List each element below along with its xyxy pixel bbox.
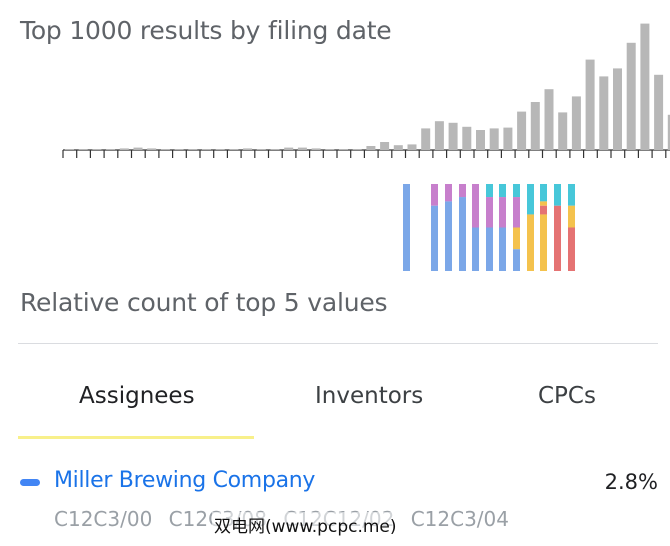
filing-chart-title: Top 1000 results by filing date <box>20 16 392 45</box>
histogram-bar[interactable] <box>476 130 485 150</box>
histogram-bar[interactable] <box>599 76 609 150</box>
tab-inventors[interactable]: Inventors <box>315 383 424 409</box>
histogram-bar[interactable] <box>585 59 595 150</box>
histogram-bar[interactable] <box>407 144 417 150</box>
histogram-bar[interactable] <box>174 149 184 150</box>
distribution-segment[interactable] <box>568 184 575 206</box>
distribution-segment[interactable] <box>459 197 466 271</box>
histogram-bar[interactable] <box>380 142 390 150</box>
distribution-segment[interactable] <box>486 184 493 198</box>
histogram-bar[interactable] <box>106 149 116 150</box>
histogram-bar[interactable] <box>517 111 527 150</box>
distribution-segment[interactable] <box>513 197 520 228</box>
tab-assignees[interactable]: Assignees <box>79 383 195 409</box>
assignee-link[interactable]: Miller Brewing Company <box>54 468 316 493</box>
distribution-segment[interactable] <box>540 205 547 215</box>
histogram-bar[interactable] <box>119 148 129 150</box>
distribution-segment[interactable] <box>568 205 575 228</box>
histogram-bar[interactable] <box>613 68 622 150</box>
histogram-bar[interactable] <box>92 149 102 150</box>
histogram-bar[interactable] <box>366 146 376 150</box>
histogram-bar[interactable] <box>311 148 321 150</box>
distribution-segment[interactable] <box>540 184 547 202</box>
assignee-percent: 2.8% <box>604 470 658 494</box>
cpc-code[interactable]: C12C3/00 <box>54 507 153 531</box>
distribution-segment[interactable] <box>540 214 547 271</box>
histogram-bar[interactable] <box>325 149 335 150</box>
distribution-segment[interactable] <box>513 227 520 250</box>
histogram-bar[interactable] <box>202 149 211 150</box>
active-tab-indicator <box>18 436 254 439</box>
distribution-segment[interactable] <box>568 227 575 272</box>
watermark-text: 双电网(www.pcpc.me) <box>212 512 399 537</box>
distribution-segment[interactable] <box>527 184 534 215</box>
distribution-segment[interactable] <box>527 214 534 271</box>
histogram-bar[interactable] <box>654 74 664 150</box>
distribution-segment[interactable] <box>513 249 520 271</box>
distribution-segment[interactable] <box>499 227 506 272</box>
filing-date-chart <box>62 23 670 272</box>
histogram-bar[interactable] <box>243 148 253 150</box>
distribution-segment[interactable] <box>445 201 452 271</box>
histogram-bar[interactable] <box>489 128 499 150</box>
histogram-bar[interactable] <box>65 149 74 150</box>
histogram-bar[interactable] <box>160 149 170 150</box>
histogram-bar[interactable] <box>558 112 568 150</box>
histogram-bar[interactable] <box>188 149 198 150</box>
distribution-segment[interactable] <box>499 197 506 228</box>
distribution-segment[interactable] <box>486 197 493 228</box>
histogram-bar[interactable] <box>530 102 540 150</box>
section-divider <box>18 343 658 344</box>
histogram-bar[interactable] <box>229 149 239 150</box>
histogram-bar[interactable] <box>544 89 554 150</box>
relative-count-title: Relative count of top 5 values <box>20 288 388 317</box>
distribution-segment[interactable] <box>499 184 506 198</box>
histogram-bar[interactable] <box>626 42 636 150</box>
distribution-segment[interactable] <box>472 227 479 272</box>
histogram-bar[interactable] <box>462 126 472 150</box>
histogram-bar[interactable] <box>215 149 225 150</box>
histogram-bar[interactable] <box>284 147 294 150</box>
cpc-code[interactable]: C12C3/04 <box>410 507 509 531</box>
histogram-bar[interactable] <box>352 149 362 150</box>
distribution-segment[interactable] <box>403 184 410 271</box>
histogram-bar[interactable] <box>448 122 458 150</box>
distribution-segment[interactable] <box>459 184 466 198</box>
tab-cpcs[interactable]: CPCs <box>538 383 596 409</box>
distribution-segment[interactable] <box>486 227 493 272</box>
distribution-segment[interactable] <box>554 205 561 271</box>
histogram-bar[interactable] <box>503 127 513 150</box>
histogram-bar[interactable] <box>133 147 143 150</box>
histogram-bar[interactable] <box>421 128 431 150</box>
histogram-bar[interactable] <box>667 114 670 150</box>
histogram-bar[interactable] <box>571 96 581 150</box>
legend-swatch <box>20 479 40 486</box>
distribution-segment[interactable] <box>554 184 561 206</box>
histogram-bar[interactable] <box>78 149 88 150</box>
histogram-bar[interactable] <box>339 149 348 150</box>
histogram-bar[interactable] <box>434 121 444 150</box>
distribution-segment[interactable] <box>431 184 438 206</box>
histogram-bar[interactable] <box>640 23 650 151</box>
distribution-segment[interactable] <box>513 184 520 198</box>
distribution-segment[interactable] <box>472 184 479 228</box>
distribution-segment[interactable] <box>445 184 452 202</box>
distribution-segment[interactable] <box>431 205 438 271</box>
distribution-segment[interactable] <box>540 201 547 206</box>
histogram-bar[interactable] <box>297 147 307 150</box>
histogram-bar[interactable] <box>393 145 403 150</box>
histogram-bar[interactable] <box>270 149 280 150</box>
histogram-bar[interactable] <box>256 149 266 150</box>
histogram-bar[interactable] <box>147 148 157 150</box>
